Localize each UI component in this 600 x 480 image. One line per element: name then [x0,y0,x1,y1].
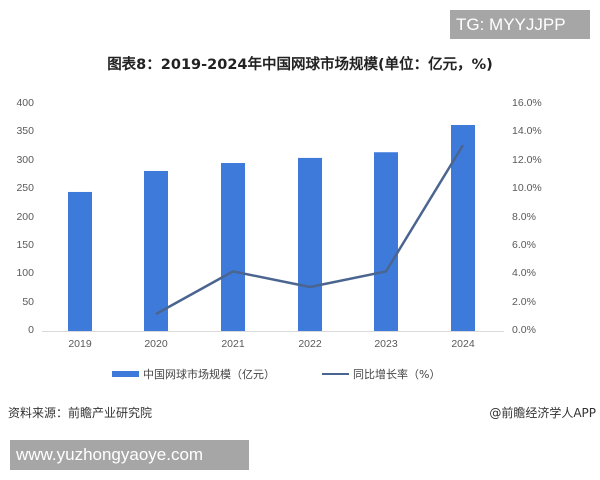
right-axis-tick: 16.0% [512,97,542,109]
bar-2021 [221,163,245,331]
left-axis-tick: 250 [16,182,34,195]
left-axis-tick: 100 [16,267,34,280]
bar-2020 [144,170,168,331]
legend-item-growth-rate: 同比增长率（%） [322,366,440,382]
x-axis-tick: 2023 [374,338,398,350]
left-axis-tick: 50 [22,295,34,308]
right-axis-tick: 12.0% [512,153,542,166]
bar-2023 [374,152,398,331]
left-axis-tick: 0 [28,324,34,336]
growth-rate-line [155,144,465,316]
left-axis-tick: 200 [16,210,34,223]
bar-2022 [298,157,322,331]
bar-swatch-icon [112,371,139,377]
legend-label-growth-rate: 同比增长率（%） [353,368,441,381]
source-note: 资料来源：前瞻产业研究院 [8,406,153,420]
left-axis-tick: 350 [16,125,34,138]
x-axis-tick: 2024 [451,338,475,350]
tg-watermark-badge: TG: MYYJJPP [450,10,590,39]
x-axis-tick: 2019 [68,338,92,350]
site-watermark-badge: www.yuzhongyaoye.com [10,440,249,470]
x-axis-tick: 2020 [144,338,168,350]
right-axis-tick: 6.0% [512,238,536,251]
legend-label-market-size: 中国网球市场规模（亿元） [143,368,275,381]
chart-title: 图表8：2019-2024年中国网球市场规模(单位：亿元，%) [107,57,493,73]
line-swatch-icon [322,373,349,375]
x-axis-tick: 2021 [221,338,245,350]
left-axis-tick: 300 [16,153,34,166]
bar-2024 [451,124,475,331]
right-axis-tick: 8.0% [512,210,536,223]
x-axis-tick: 2022 [298,338,322,350]
right-axis-tick: 14.0% [512,125,542,138]
right-axis-tick: 4.0% [512,267,536,280]
credit-note: @前瞻经济学人APP [489,406,596,420]
right-axis-tick: 0.0% [512,324,536,336]
bar-2019 [68,191,92,331]
left-axis-tick: 150 [16,238,34,251]
left-axis-tick: 400 [16,97,34,109]
right-axis-tick: 2.0% [512,295,536,308]
legend-item-market-size: 中国网球市场规模（亿元） [112,366,275,382]
right-axis-tick: 10.0% [512,182,542,195]
legend: 中国网球市场规模（亿元） 同比增长率（%） [0,366,600,386]
